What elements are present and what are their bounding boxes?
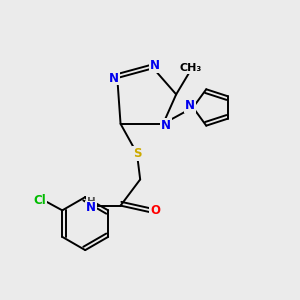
Text: N: N [185, 100, 195, 112]
Text: N: N [86, 202, 96, 214]
Text: CH₃: CH₃ [180, 63, 202, 73]
Text: Cl: Cl [33, 194, 46, 207]
Text: O: O [150, 204, 160, 217]
Text: N: N [109, 71, 119, 85]
Text: S: S [133, 147, 141, 160]
Text: H: H [87, 197, 96, 207]
Text: N: N [161, 119, 171, 132]
Text: N: N [150, 59, 160, 72]
